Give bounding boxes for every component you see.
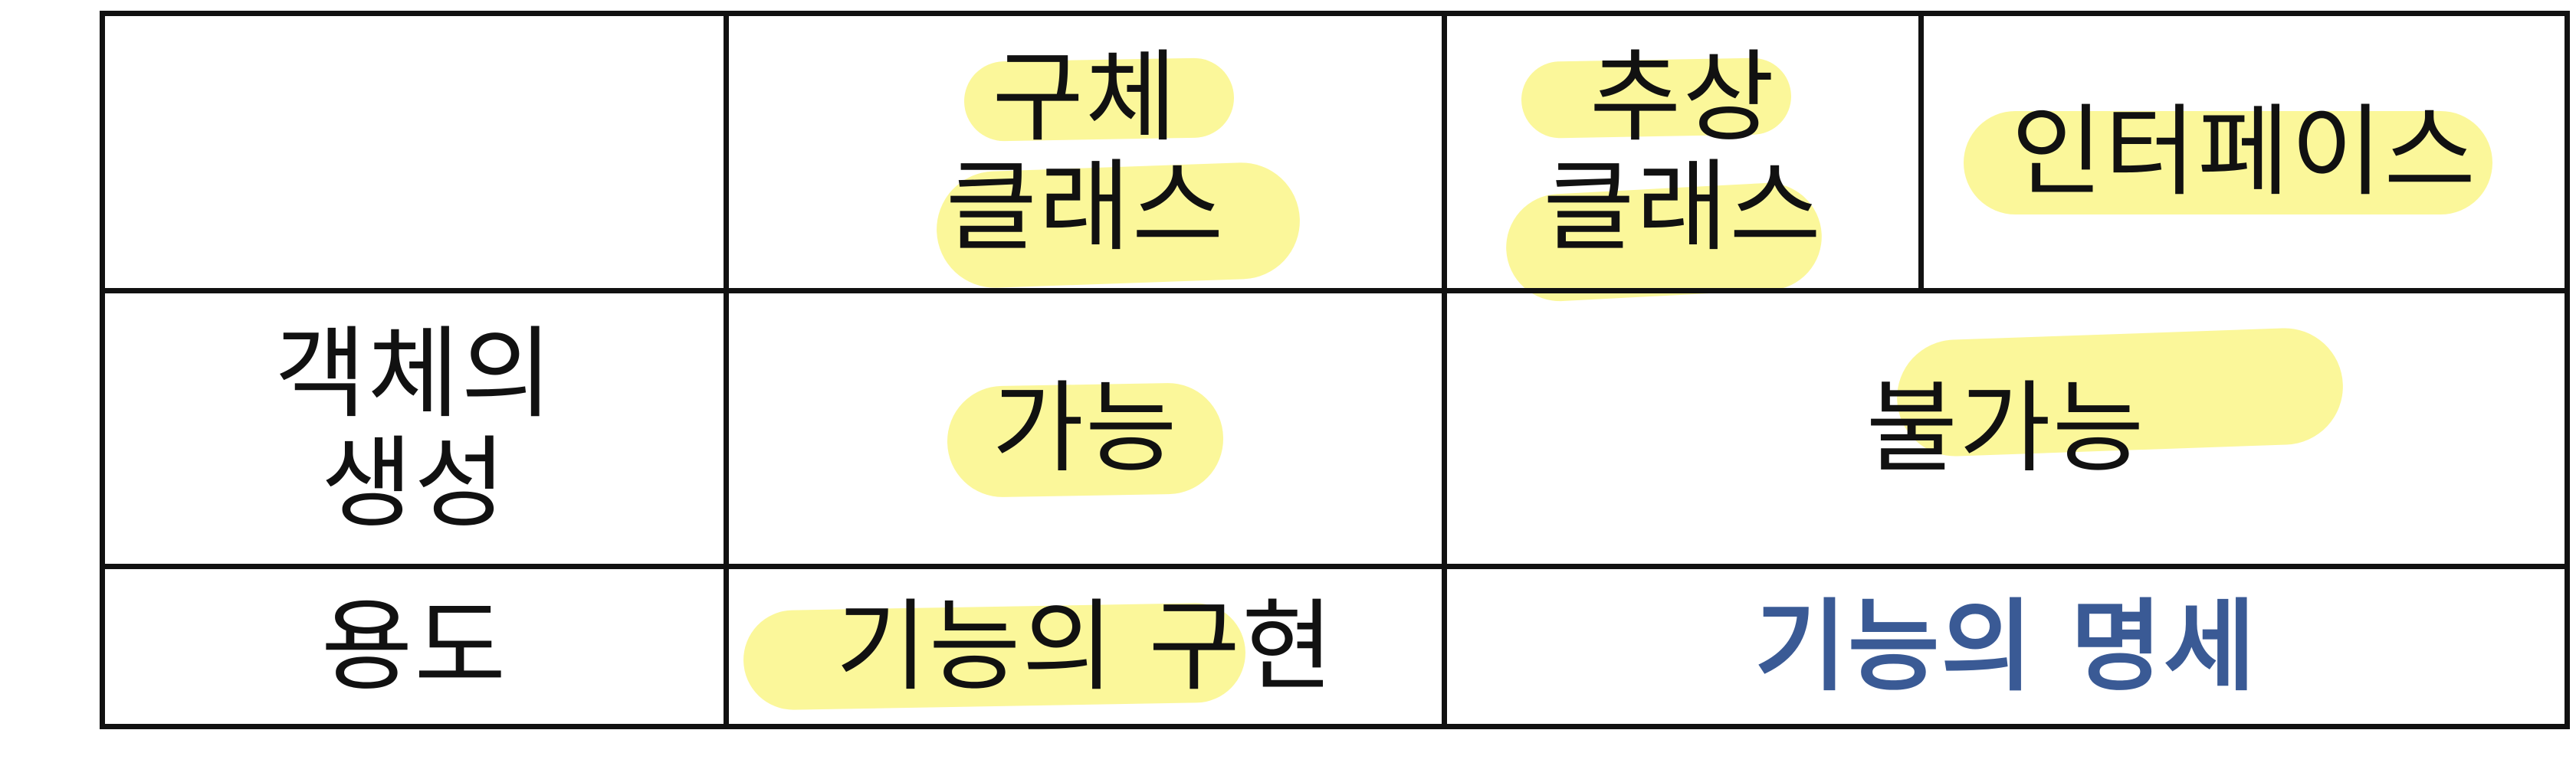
header-abstract-class-label: 추상 클래스 (1543, 42, 1823, 265)
concrete-value: 기능의 구현 (835, 588, 1335, 705)
row-label-cell: 객체의 생성 (100, 288, 729, 569)
header-abstract-class-cell: 추상 클래스 (1442, 11, 1924, 293)
concrete-value: 가능 (992, 370, 1179, 486)
row-label-line1: 객체의 (274, 315, 554, 432)
header-interface-cell: 인터페이스 (1918, 11, 2570, 293)
header-interface-label: 인터페이스 (2010, 93, 2477, 210)
concrete-value-cell: 기능의 구현 (724, 564, 1447, 729)
table-row: 용도 기능의 구현 기능의 명세 (100, 564, 2570, 729)
header-abstract-class-line1: 추상 (1589, 38, 1777, 155)
header-concrete-class-cell: 구체 클래스 (724, 11, 1447, 293)
header-concrete-class-label: 구체 클래스 (945, 42, 1226, 265)
shared-value-cell: 기능의 명세 (1442, 564, 2570, 729)
concrete-value-cell: 가능 (724, 288, 1447, 569)
header-abstract-class-line2: 클래스 (1543, 148, 1823, 265)
table-row: 객체의 생성 가능 불가능 (100, 288, 2570, 569)
shared-value: 불가능 (1866, 370, 2146, 486)
comparison-table: 구체 클래스 추상 클래스 인터페이스 객체의 생성 가능 불가능 용도 기능의… (100, 11, 2570, 729)
spec-value: 기능의 명세 (1754, 588, 2257, 705)
header-row: 구체 클래스 추상 클래스 인터페이스 (100, 11, 2570, 293)
header-concrete-class-line1: 구체 (992, 38, 1179, 155)
shared-value-cell: 불가능 (1442, 288, 2570, 569)
header-concrete-class-line2: 클래스 (945, 148, 1226, 265)
row-label: 객체의 생성 (274, 319, 554, 538)
header-corner-cell (100, 11, 729, 293)
row-label-cell: 용도 (100, 564, 729, 729)
row-label: 용도 (320, 588, 508, 705)
row-label-line2: 생성 (320, 424, 508, 542)
